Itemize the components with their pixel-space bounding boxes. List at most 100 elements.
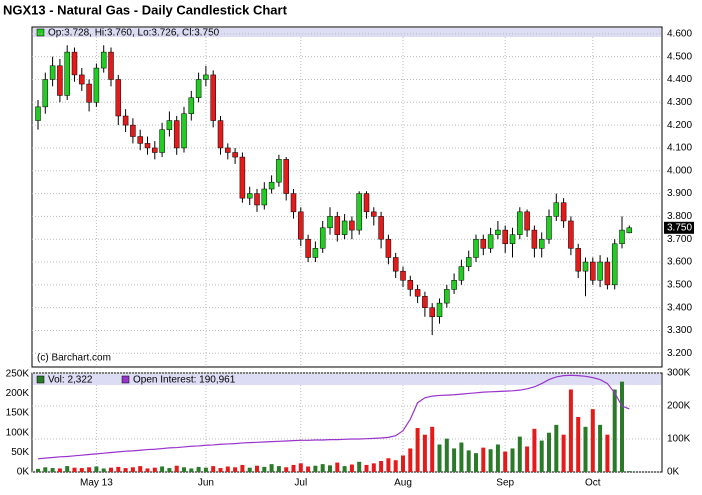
candle-body bbox=[575, 248, 581, 272]
volume-bar bbox=[554, 424, 559, 472]
volume-bar bbox=[517, 436, 522, 472]
candle-body bbox=[517, 211, 523, 235]
y-tick-label: 150K bbox=[6, 408, 30, 419]
y-tick-label: 4.300 bbox=[667, 97, 692, 108]
volume-bar bbox=[225, 466, 230, 472]
candle-body bbox=[232, 152, 238, 158]
volume-bar bbox=[444, 438, 449, 472]
volume-bar bbox=[116, 466, 121, 472]
y2-tick-label: 300K bbox=[667, 368, 691, 379]
candle-body bbox=[268, 181, 275, 190]
volume-bar bbox=[269, 464, 274, 472]
candle-body bbox=[115, 79, 122, 117]
volume-bar bbox=[379, 461, 384, 472]
legend-text: Op:3.728, Hi:3.760, Lo:3.726, Cl:3.750 bbox=[48, 28, 220, 39]
x-tick-label: Sep bbox=[496, 478, 514, 489]
y-tick-label: 4.600 bbox=[667, 28, 692, 39]
y-tick-label: 50K bbox=[11, 447, 29, 458]
candle-body bbox=[319, 227, 326, 249]
volume-bar bbox=[576, 417, 581, 472]
candle-body bbox=[590, 261, 596, 281]
legend-label: Vol: 2,322 bbox=[48, 375, 93, 386]
volume-bar bbox=[182, 467, 186, 472]
volume-panel bbox=[31, 372, 663, 473]
candle-body bbox=[619, 229, 625, 245]
y2-tick-label: 200K bbox=[667, 401, 691, 412]
candle-body bbox=[341, 220, 348, 235]
candle-body bbox=[400, 270, 406, 281]
volume-bar bbox=[495, 444, 500, 472]
candle-body bbox=[42, 79, 49, 108]
volume-bar bbox=[357, 461, 362, 472]
volume-bar bbox=[145, 468, 150, 472]
candle-body bbox=[225, 147, 231, 153]
volume-bar bbox=[130, 467, 135, 472]
candle-body bbox=[582, 261, 589, 272]
candle-body bbox=[130, 124, 136, 137]
y-tick-label: 4.200 bbox=[667, 120, 692, 131]
legend-label: Open Interest: 190,961 bbox=[133, 375, 236, 386]
volume-bar bbox=[598, 424, 603, 472]
volume-bar bbox=[605, 434, 610, 472]
y-tick-label: 200K bbox=[6, 388, 30, 399]
candle-body bbox=[195, 79, 202, 98]
candle-body bbox=[57, 65, 63, 96]
candle-body bbox=[188, 97, 195, 114]
candle-body bbox=[159, 129, 165, 153]
last-price-box bbox=[664, 221, 694, 234]
volume-bar bbox=[393, 460, 398, 472]
volume-bar bbox=[320, 464, 325, 472]
candle-body bbox=[276, 159, 282, 183]
candle-body bbox=[495, 229, 501, 235]
y-tick-label: 3.900 bbox=[667, 188, 692, 199]
y-tick-label: 3.600 bbox=[667, 257, 692, 268]
volume-bar bbox=[57, 468, 62, 472]
volume-bar bbox=[328, 465, 332, 472]
x-tick-label: Jun bbox=[198, 478, 214, 489]
candle-body bbox=[392, 257, 399, 272]
candle-body bbox=[93, 67, 100, 103]
candle-body bbox=[203, 74, 209, 80]
legend-band bbox=[33, 28, 661, 37]
volume-bar bbox=[101, 468, 106, 472]
volume-bar bbox=[415, 428, 420, 472]
candle-body bbox=[473, 238, 479, 258]
y-tick-label: 100K bbox=[6, 427, 30, 438]
volume-bar bbox=[437, 444, 442, 472]
volume-bar bbox=[233, 467, 238, 472]
candle-body bbox=[524, 211, 530, 231]
candle-body bbox=[568, 220, 574, 249]
candle-body bbox=[487, 234, 494, 249]
volume-bar bbox=[262, 466, 267, 472]
volume-bar bbox=[401, 455, 405, 472]
volume-bar bbox=[174, 465, 179, 472]
candle-body bbox=[108, 51, 114, 80]
y-tick-label: 3.700 bbox=[667, 234, 692, 245]
volume-bar bbox=[276, 466, 281, 472]
candle-body bbox=[371, 211, 377, 217]
candle-body bbox=[137, 136, 143, 144]
x-tick-label: Aug bbox=[394, 478, 412, 489]
candle-body bbox=[444, 289, 450, 304]
volume-bar bbox=[160, 466, 165, 472]
volume-bar bbox=[408, 448, 413, 472]
volume-bar bbox=[488, 449, 493, 472]
candle-body bbox=[305, 238, 311, 258]
legend-band bbox=[33, 374, 661, 385]
candle-body bbox=[298, 211, 304, 240]
volume-bar bbox=[364, 464, 369, 472]
candle-body bbox=[611, 243, 618, 286]
volume-bar bbox=[386, 458, 391, 472]
candle-body bbox=[283, 159, 289, 194]
candle-body bbox=[166, 120, 173, 130]
x-tick-label: May 13 bbox=[80, 478, 113, 489]
candle-body bbox=[334, 216, 341, 235]
volume-bar bbox=[123, 468, 128, 472]
volume-bar bbox=[583, 426, 588, 472]
candle-body bbox=[327, 216, 333, 229]
x-tick-label: Jul bbox=[294, 478, 307, 489]
candle-body bbox=[363, 193, 370, 213]
candle-body bbox=[122, 115, 129, 126]
legend-swatch bbox=[36, 375, 45, 384]
y-tick-label: 3.300 bbox=[667, 325, 692, 336]
